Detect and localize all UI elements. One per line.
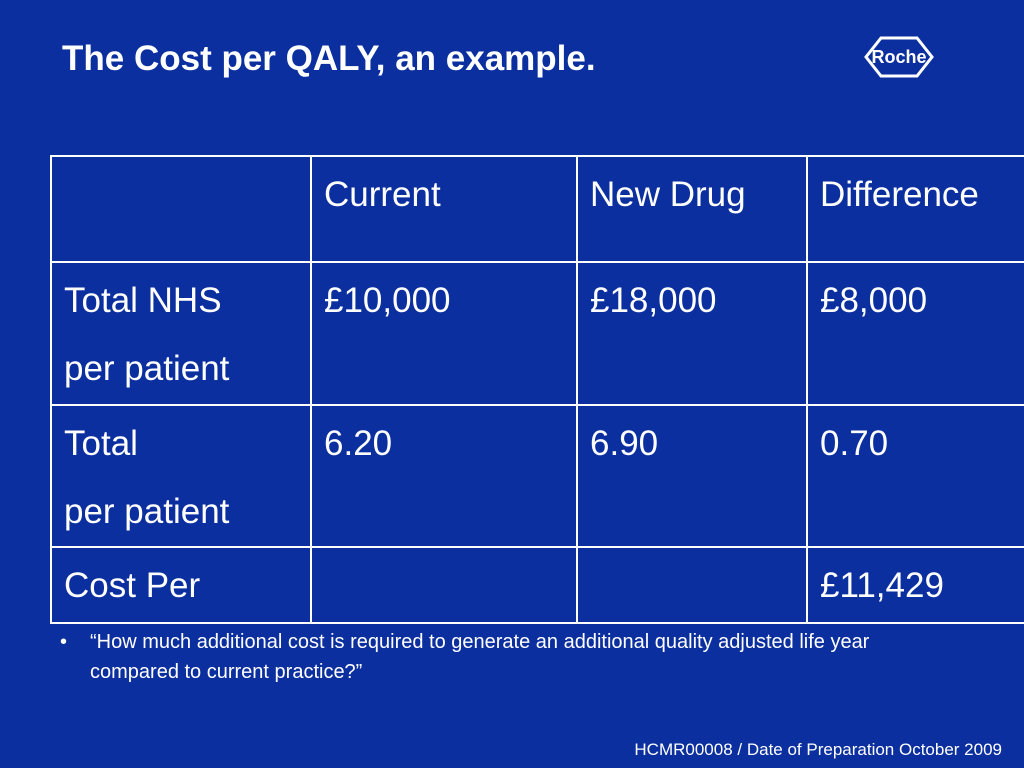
row-label-line2: per patient: [64, 349, 230, 389]
new-drug-cell: £18,000: [576, 261, 808, 406]
new-drug-cell: 6.90: [576, 403, 808, 548]
new-drug-cell: [576, 546, 808, 624]
header-current: Current: [310, 155, 578, 263]
table-row-total: Total per patient 6.20 6.90 0.70: [50, 403, 1024, 548]
row-label-line2: per patient: [64, 491, 230, 531]
current-cell: [310, 546, 578, 624]
difference-cell: 0.70: [806, 403, 1024, 548]
row-label: Total NHS per patient: [50, 261, 312, 406]
table-row-total-nhs: Total NHS per patient £10,000 £18,000 £8…: [50, 261, 1024, 406]
row-label-line1: Total NHS: [64, 281, 222, 320]
row-label: Total per patient: [50, 403, 312, 548]
table-row-cost-per: Cost Per £11,429: [50, 546, 1024, 624]
slide-title: The Cost per QALY, an example.: [62, 39, 596, 78]
difference-cell: £11,429: [806, 546, 1024, 624]
header-difference: Difference: [806, 155, 1024, 263]
bullet-text: “How much additional cost is required to…: [90, 631, 870, 683]
slide-footer: HCMR00008 / Date of Preparation October …: [634, 740, 1002, 759]
row-label: Cost Per: [50, 546, 312, 624]
table-header-row: Current New Drug Difference: [50, 155, 1024, 263]
current-cell: 6.20: [310, 403, 578, 548]
row-label-line1: Total: [64, 423, 138, 463]
roche-logo-text: Roche: [871, 47, 926, 67]
cost-per-qaly-table: Current New Drug Difference Total NHS pe…: [50, 155, 1024, 624]
header-new-drug: New Drug: [576, 155, 808, 263]
bullet-icon: •: [60, 631, 68, 653]
roche-logo-icon: Roche: [864, 36, 934, 78]
difference-cell: £8,000: [806, 261, 1024, 406]
header-empty-cell: [50, 155, 312, 263]
cost-table-wrapper: Current New Drug Difference Total NHS pe…: [50, 155, 1024, 624]
row-label-line1: Cost Per: [64, 566, 201, 605]
roche-logo: Roche: [864, 36, 934, 78]
current-cell: £10,000: [310, 261, 578, 406]
